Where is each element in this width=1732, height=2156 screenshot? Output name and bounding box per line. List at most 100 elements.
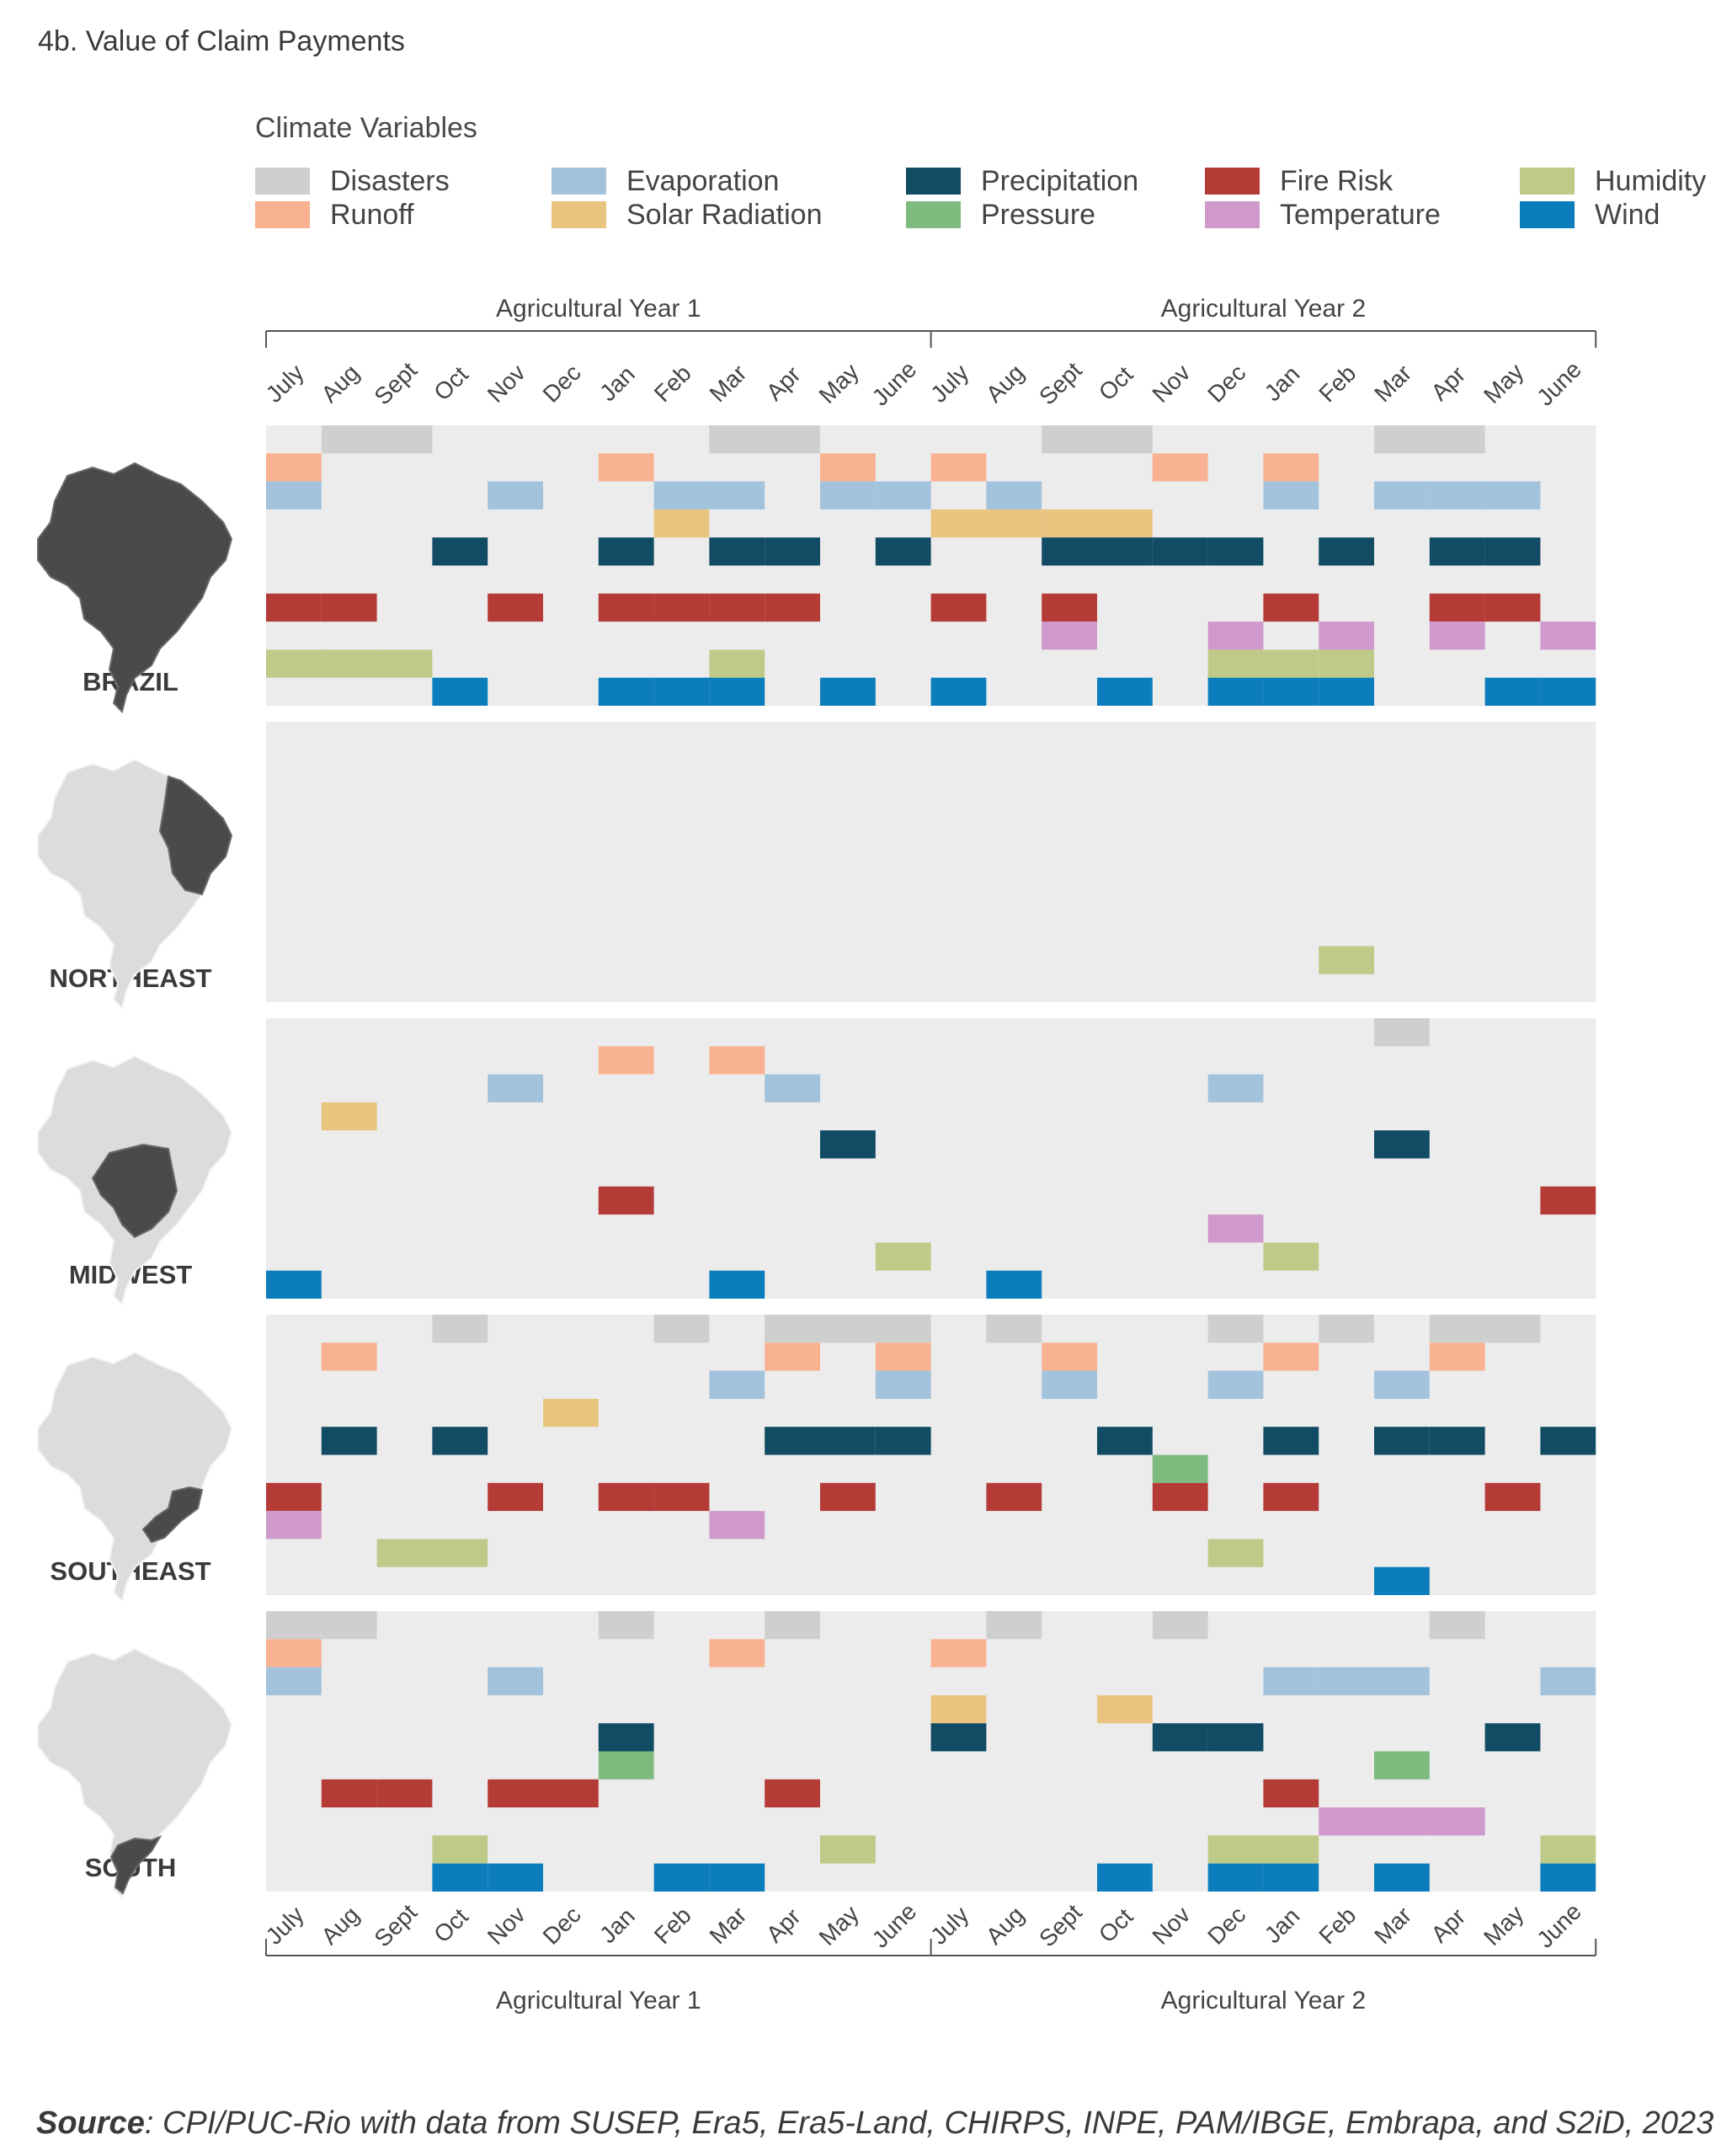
cell-midwest-precipitation-20 (1374, 1130, 1430, 1159)
cell-south-fire-risk-9 (765, 1779, 820, 1808)
cell-brazil-humidity-2 (376, 649, 433, 678)
top-axis-month-label-5: Dec (538, 360, 586, 408)
legend-swatch (1205, 168, 1260, 195)
cell-south-humidity-17 (1207, 1835, 1264, 1864)
cell-southeast-disasters-3 (432, 1315, 488, 1343)
bottom-axis-month-label-22: May (1479, 1901, 1528, 1951)
cell-brazil-precipitation-11 (875, 537, 931, 566)
cell-midwest-runoff-8 (709, 1046, 765, 1075)
cell-south-precipitation-12 (930, 1723, 987, 1752)
legend-swatch (1520, 201, 1575, 228)
cell-south-runoff-12 (930, 1639, 987, 1668)
bottom-axis-month-label-17: Dec (1202, 1902, 1250, 1950)
cell-southeast-evaporation-11 (875, 1370, 931, 1399)
cell-southeast-precipitation-23 (1540, 1427, 1596, 1455)
cell-south-runoff-8 (709, 1639, 765, 1668)
cell-southeast-precipitation-20 (1374, 1427, 1430, 1455)
cell-brazil-fire-risk-8 (709, 593, 765, 622)
cell-south-evaporation-0 (266, 1667, 322, 1695)
cell-midwest-humidity-18 (1263, 1242, 1319, 1271)
cell-brazil-precipitation-3 (432, 537, 488, 566)
legend-label: Wind (1595, 198, 1660, 231)
cell-brazil-evaporation-13 (986, 481, 1042, 510)
top-axis-month-label-4: Nov (482, 360, 530, 408)
bottom-axis-month-label-5: Dec (538, 1902, 586, 1950)
cell-southeast-fire-risk-13 (986, 1482, 1042, 1512)
cell-southeast-fire-risk-22 (1484, 1482, 1541, 1512)
cell-south-precipitation-22 (1484, 1723, 1541, 1752)
cell-southeast-precipitation-18 (1263, 1427, 1319, 1455)
cell-brazil-evaporation-20 (1374, 481, 1430, 510)
panel-northeast (266, 722, 1596, 1002)
legend-label: Temperature (1280, 198, 1441, 231)
source-label: Source (36, 2105, 145, 2141)
cell-southeast-disasters-11 (875, 1315, 931, 1343)
cell-brazil-humidity-1 (321, 649, 377, 678)
cell-northeast-humidity-19 (1319, 946, 1374, 974)
cell-south-humidity-3 (432, 1835, 488, 1864)
top-axis-month-label-23: June (1532, 356, 1586, 411)
cell-southeast-humidity-2 (376, 1539, 433, 1567)
cell-brazil-runoff-6 (598, 453, 654, 482)
cell-brazil-humidity-0 (266, 649, 322, 678)
cell-midwest-fire-risk-6 (598, 1186, 654, 1215)
top-axis-month-label-0: July (261, 360, 309, 408)
cell-south-fire-risk-4 (488, 1779, 543, 1808)
legend-label: Evaporation (626, 164, 780, 197)
cell-brazil-disasters-20 (1374, 425, 1430, 454)
cell-south-disasters-6 (598, 1611, 654, 1640)
cell-southeast-fire-risk-10 (820, 1482, 876, 1512)
legend-swatch (1520, 168, 1575, 195)
cell-brazil-evaporation-8 (709, 481, 765, 510)
map-icon-south (37, 1647, 233, 1899)
cell-southeast-fire-risk-18 (1263, 1482, 1319, 1512)
cell-southeast-fire-risk-16 (1152, 1482, 1208, 1512)
cell-southeast-fire-risk-7 (653, 1482, 710, 1512)
cell-southeast-temperature-0 (266, 1511, 322, 1540)
cell-brazil-wind-22 (1484, 677, 1541, 706)
bottom-axis-month-label-2: Sept (369, 1899, 422, 1952)
cell-midwest-runoff-6 (598, 1046, 654, 1075)
cell-brazil-disasters-14 (1042, 425, 1097, 454)
bottom-axis-month-label-21: Apr (1426, 1903, 1471, 1948)
cell-brazil-wind-19 (1319, 677, 1374, 706)
cell-south-temperature-20 (1374, 1807, 1430, 1836)
legend-item-pressure: Pressure (906, 198, 1095, 232)
cell-southeast-runoff-1 (321, 1342, 377, 1371)
cell-south-disasters-13 (986, 1611, 1042, 1640)
bottom-axis-month-label-20: Mar (1369, 1902, 1416, 1949)
top-axis-month-label-8: Mar (705, 360, 752, 407)
bottom-axis-month-label-3: Oct (429, 1903, 473, 1948)
cell-midwest-wind-8 (709, 1270, 765, 1299)
map-highlight-region (109, 1834, 163, 1895)
cell-southeast-evaporation-8 (709, 1370, 765, 1399)
cell-brazil-fire-risk-21 (1429, 593, 1485, 622)
cell-south-temperature-21 (1429, 1807, 1485, 1836)
cell-midwest-wind-13 (986, 1270, 1042, 1299)
bottom-axis-month-label-8: Mar (705, 1902, 752, 1949)
bottom-axis-month-label-9: Apr (761, 1903, 806, 1948)
cell-southeast-fire-risk-4 (488, 1482, 543, 1512)
cell-brazil-precipitation-19 (1319, 537, 1374, 566)
legend-label: Humidity (1595, 164, 1707, 197)
cell-south-fire-risk-5 (543, 1779, 599, 1808)
cell-south-wind-7 (653, 1863, 710, 1892)
cell-brazil-fire-risk-7 (653, 593, 710, 622)
cell-south-disasters-9 (765, 1611, 820, 1640)
cell-southeast-runoff-9 (765, 1342, 820, 1371)
cell-southeast-disasters-10 (820, 1315, 876, 1343)
cell-midwest-disasters-20 (1374, 1018, 1430, 1047)
cell-southeast-wind-20 (1374, 1566, 1430, 1595)
legend-item-fire-risk: Fire Risk (1205, 164, 1393, 198)
bottom-axis-month-label-16: Nov (1147, 1902, 1195, 1950)
cell-brazil-fire-risk-14 (1042, 593, 1097, 622)
cell-southeast-fire-risk-0 (266, 1482, 322, 1512)
cell-southeast-precipitation-15 (1097, 1427, 1153, 1455)
cell-brazil-precipitation-6 (598, 537, 654, 566)
cell-midwest-fire-risk-23 (1540, 1186, 1596, 1215)
top-axis-month-label-14: Sept (1034, 357, 1087, 410)
legend-swatch (255, 201, 310, 228)
cell-south-evaporation-4 (488, 1667, 543, 1695)
legend-item-runoff: Runoff (255, 198, 414, 232)
cell-brazil-temperature-23 (1540, 622, 1596, 650)
